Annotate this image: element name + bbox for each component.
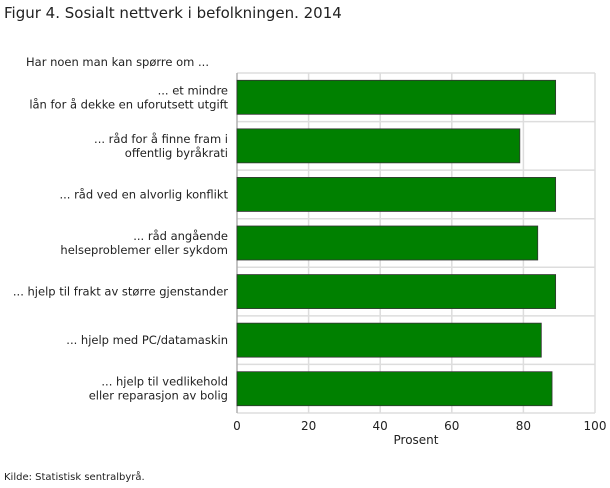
x-tick-label: 80 [516,419,531,433]
category-label: lån for å dekke en uforutsett utgift [29,97,228,111]
category-label: helseproblemer eller sykdom [60,243,228,257]
bar [236,274,557,309]
category-label: ... hjelp til vedlikehold [101,375,228,389]
bar [236,322,542,358]
x-tick-label: 100 [584,419,607,433]
bar [236,128,521,164]
category-label: eller reparasjon av bolig [89,389,228,403]
chart-subtitle: Har noen man kan spørre om ... [26,55,209,69]
bar [236,371,553,407]
figure-title: Figur 4. Sosialt nettverk i befolkningen… [4,4,342,22]
bar [236,79,557,115]
category-label: ... et mindre [158,83,228,97]
category-label: offentlig byråkrati [125,146,228,160]
x-tick-label: 20 [301,419,316,433]
bar [236,225,539,261]
category-label: ... hjelp med PC/datamaskin [66,333,228,347]
category-label: ... råd for å finne fram i [94,132,228,146]
bar [236,177,557,212]
x-tick-label: 0 [233,419,241,433]
category-label: ... hjelp til frakt av større gjenstande… [13,285,228,299]
category-label: ... råd angående [133,229,228,243]
x-tick-label: 40 [373,419,388,433]
x-axis-label: Prosent [394,433,439,447]
x-tick-label: 60 [444,419,459,433]
category-label: ... råd ved en alvorlig konflikt [59,187,228,201]
source-note: Kilde: Statistisk sentralbyrå. [4,472,145,483]
